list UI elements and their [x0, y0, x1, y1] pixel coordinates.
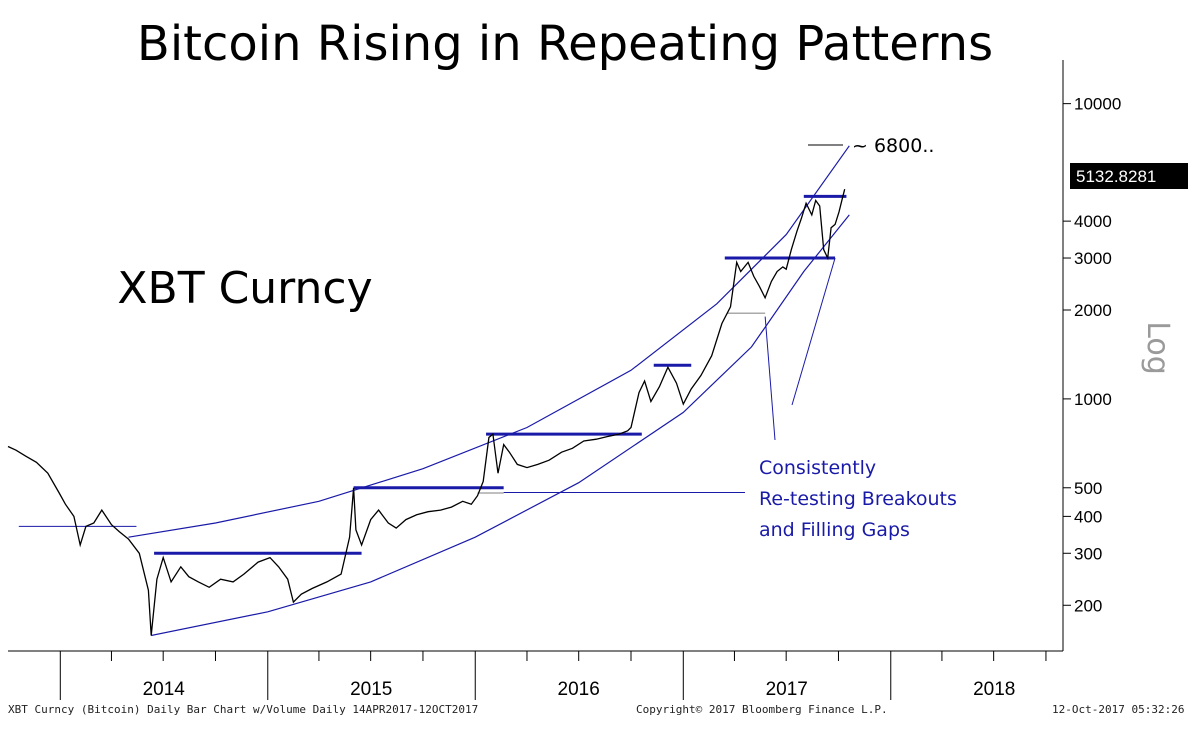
y-tick-label: 1000 [1074, 390, 1112, 409]
y-tick-label: 2000 [1074, 301, 1112, 320]
x-tick-label: 2014 [143, 679, 186, 700]
price-series [7, 189, 846, 636]
chart-title: Bitcoin Rising in Repeating Patterns [137, 16, 993, 72]
breakout-lines [154, 144, 847, 555]
trend-channel [18, 145, 850, 637]
lower-channel [151, 214, 850, 637]
y-tick-label: 400 [1074, 507, 1102, 526]
annotation-line-3: and Filling Gaps [759, 519, 910, 541]
annotation-line-2: Re-testing Breakouts [759, 488, 957, 510]
y-axis-label: Log [1140, 321, 1175, 375]
y-tick-label: 200 [1074, 596, 1102, 615]
axes: 10000 4000 3000 2000 1000 500 400 300 200 2014 201… [59, 95, 1121, 700]
y-tick-label: 4000 [1074, 212, 1112, 231]
last-price-label: 5132.8281 [1076, 167, 1156, 186]
x-tick-label: 2018 [973, 679, 1015, 700]
target-annotation: ~ 6800.. [852, 135, 934, 157]
footer-left: XBT Curncy (Bitcoin) Daily Bar Chart w/V… [8, 703, 478, 716]
annotation-pointer [791, 257, 836, 406]
footer-center: Copyright© 2017 Bloomberg Finance L.P. [636, 703, 888, 716]
last-price-badge [1070, 163, 1188, 189]
x-tick-label: 2015 [350, 679, 392, 700]
ticker-label: XBT Curncy [117, 263, 372, 314]
plot-frame [8, 60, 1064, 652]
y-tick-label: 500 [1074, 479, 1102, 498]
x-tick-label: 2016 [558, 679, 600, 700]
price-line [7, 189, 846, 636]
annotation-pointer [764, 316, 776, 441]
y-tick-label: 300 [1074, 544, 1102, 563]
annotation-line-1: Consistently [759, 457, 876, 479]
y-tick-label: 10000 [1074, 95, 1121, 114]
footer-right: 12-Oct-2017 05:32:26 [1052, 703, 1184, 716]
y-tick-label: 3000 [1074, 249, 1112, 268]
x-tick-label: 2017 [766, 679, 808, 700]
upper-channel [128, 145, 850, 538]
